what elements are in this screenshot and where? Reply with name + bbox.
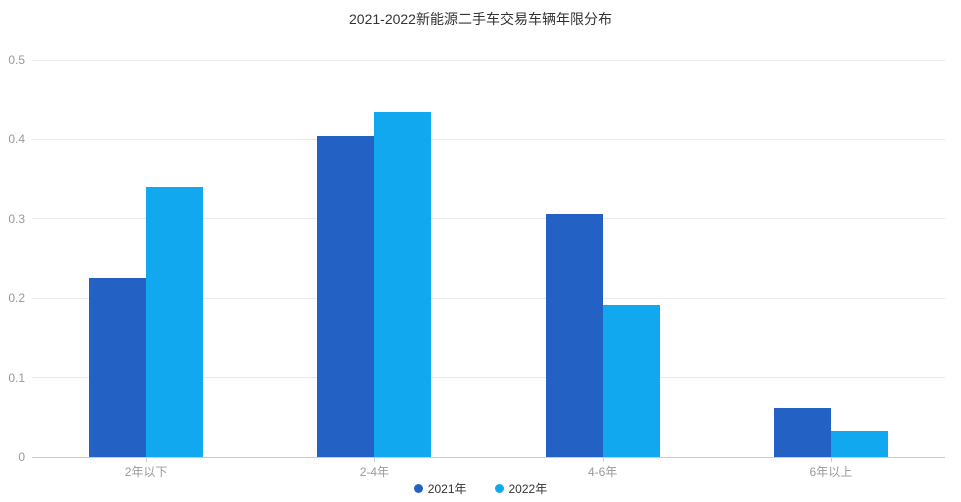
x-axis-tick [146,457,148,462]
legend: 2021年 2022年 [0,480,961,497]
bar[interactable] [545,214,603,457]
y-axis-tick-label: 0 [18,450,25,464]
bar[interactable] [374,112,432,457]
x-axis-category-label: 4-6年 [587,465,618,479]
y-axis-tick-label: 0.3 [8,211,25,226]
x-axis-category-label: 6年以上 [809,465,853,479]
y-axis-tick-label: 0.2 [8,291,25,306]
chart-title: 2021-2022新能源二手车交易车辆年限分布 [349,11,612,27]
x-axis-tick [602,457,604,462]
y-axis-tick-label: 0.4 [8,132,25,147]
gridline [32,377,945,379]
legend-marker-icon [494,484,504,493]
legend-item-1[interactable]: 2022年 [494,480,548,497]
bar[interactable] [89,278,147,457]
legend-item-0[interactable]: 2021年 [413,480,467,497]
y-axis-tick-label: 0.5 [8,53,25,67]
x-axis-tick [830,457,832,462]
x-axis-category-label: 2-4年 [359,465,390,479]
legend-marker-icon [413,484,423,493]
x-axis-line [32,456,945,458]
x-axis-tick [374,457,376,462]
bar[interactable] [830,430,888,457]
gridline [32,218,945,220]
bar[interactable] [773,407,831,457]
bar[interactable] [317,136,375,457]
gridline [32,297,945,299]
legend-label: 2021年 [427,482,467,496]
plot-area: 0 0.1 0.2 0.3 0.4 0.5 2年以下 2-4年 4-6年 6年以上 [8,53,945,479]
y-axis-tick-label: 0.1 [8,370,25,385]
gridline [32,138,945,140]
bar[interactable] [602,305,660,457]
legend-label: 2022年 [508,482,548,496]
gridline [32,59,945,61]
x-axis-category-label: 2年以下 [124,465,168,479]
bar[interactable] [146,187,204,457]
